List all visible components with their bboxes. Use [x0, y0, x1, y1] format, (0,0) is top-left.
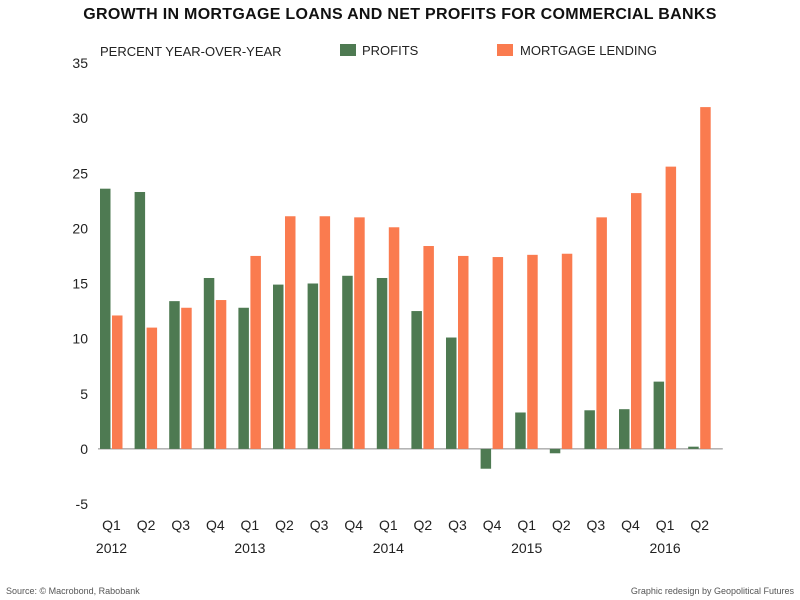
profits-bar: [446, 337, 457, 449]
profits-bar: [515, 412, 526, 449]
credit-note: Graphic redesign by Geopolitical Futures: [630, 586, 794, 596]
x-tick-label: Q1: [379, 517, 398, 533]
profits-bar: [307, 283, 319, 449]
y-axis: -5 0 5 10 15 20 25 30 35: [72, 55, 88, 512]
x-tick-label: Q1: [241, 517, 260, 533]
y-tick-label: 0: [80, 441, 88, 457]
x-tick-label: Q3: [171, 517, 190, 533]
mortgage-lending-bar: [112, 315, 123, 449]
profits-bar: [411, 311, 422, 449]
legend-swatch: [497, 44, 513, 56]
profits-bar: [376, 277, 388, 449]
y-axis-title: PERCENT YEAR-OVER-YEAR: [100, 44, 282, 59]
x-year-label: 2015: [511, 540, 542, 556]
y-tick-label: 25: [72, 165, 88, 181]
mortgage-lending-bar: [181, 307, 192, 449]
x-tick-label: Q1: [517, 517, 536, 533]
x-tick-label: Q3: [587, 517, 606, 533]
mortgage-lending-bar: [146, 327, 158, 449]
mortgage-lending-bar: [388, 227, 400, 449]
chart-title: GROWTH IN MORTGAGE LOANS AND NET PROFITS…: [83, 6, 717, 23]
mortgage-lending-bar: [215, 300, 227, 449]
mortgage-lending-bar: [527, 254, 538, 449]
mortgage-lending-bar: [250, 255, 261, 449]
bars: [100, 107, 711, 469]
x-tick-label: Q3: [448, 517, 467, 533]
mortgage-lending-bar: [631, 193, 642, 449]
x-tick-label: Q3: [310, 517, 329, 533]
profits-bar: [100, 188, 111, 449]
legend: PROFITS MORTGAGE LENDING: [340, 43, 657, 58]
x-tick-label: Q2: [137, 517, 156, 533]
legend-label: PROFITS: [362, 43, 419, 58]
y-tick-label: 35: [72, 55, 88, 71]
mortgage-lending-bar: [458, 255, 469, 449]
profits-bar: [688, 446, 699, 449]
y-tick-label: 20: [72, 220, 88, 236]
x-tick-label: Q4: [483, 517, 502, 533]
x-tick-label: Q4: [206, 517, 225, 533]
mortgage-lending-bar: [285, 216, 296, 449]
mortgage-lending-bar: [354, 217, 365, 449]
profits-bar: [238, 307, 249, 449]
profits-bar: [549, 448, 561, 454]
x-year-label: 2013: [234, 540, 265, 556]
profits-bar: [134, 191, 146, 449]
x-tick-label: Q2: [552, 517, 571, 533]
legend-swatch: [340, 44, 356, 56]
mortgage-lending-bar: [561, 253, 573, 449]
x-tick-label: Q2: [275, 517, 294, 533]
legend-label: MORTGAGE LENDING: [520, 43, 657, 58]
x-year-label: 2016: [650, 540, 681, 556]
profits-bar: [342, 275, 353, 449]
profits-bar: [653, 381, 665, 449]
profits-bar: [203, 277, 215, 449]
y-tick-label: 30: [72, 110, 88, 126]
y-tick-label: -5: [76, 496, 89, 512]
source-note: Source: © Macrobond, Rabobank: [6, 586, 140, 596]
profits-bar: [584, 410, 595, 449]
mortgage-lending-bar: [423, 246, 434, 449]
profits-bar: [480, 448, 492, 469]
mortgage-lending-bar: [492, 257, 504, 449]
x-tick-label: Q4: [344, 517, 363, 533]
mortgage-lending-bar: [700, 107, 711, 449]
x-year-label: 2014: [373, 540, 404, 556]
x-tick-label: Q2: [690, 517, 709, 533]
x-tick-label: Q1: [102, 517, 121, 533]
mortgage-lending-bar: [596, 217, 607, 449]
y-tick-label: 15: [72, 276, 88, 292]
profits-bar: [273, 284, 284, 449]
profits-bar: [619, 409, 630, 449]
y-tick-label: 10: [72, 331, 88, 347]
mortgage-lending-bar: [665, 166, 677, 449]
mortgage-lending-bar: [319, 216, 331, 449]
x-year-label: 2012: [96, 540, 127, 556]
y-tick-label: 5: [80, 386, 88, 402]
x-tick-label: Q2: [414, 517, 433, 533]
x-tick-label: Q4: [621, 517, 640, 533]
x-axis: Q1 Q2 Q3 Q4 Q1 Q2 Q3 Q4 Q1 Q2 Q3 Q4 Q1 Q2 Q3 Q4 Q1 Q2 2012…: [96, 517, 709, 556]
x-tick-label: Q1: [656, 517, 675, 533]
profits-bar: [169, 301, 180, 449]
